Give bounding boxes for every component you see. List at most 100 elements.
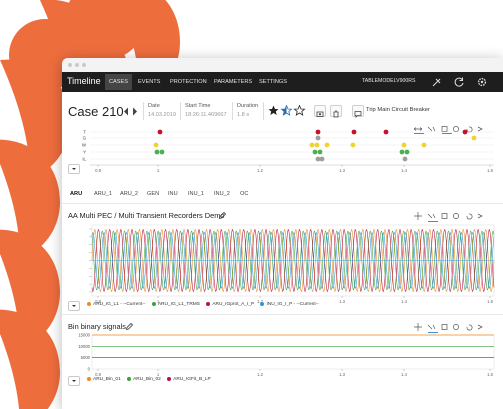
window-titlebar: [62, 58, 503, 72]
event-marker[interactable]: [402, 156, 408, 162]
chart2-plot[interactable]: 15000 10000 5000 0 0.8 1 1.2 1.3 1.4 1.6: [62, 321, 503, 383]
pan-icon: [413, 127, 423, 131]
chart1-x-tick: 1.4: [401, 299, 407, 304]
chart2-x-tick: 0.8: [95, 372, 101, 377]
overview-row-label: W: [82, 143, 87, 148]
subtab-aru-1[interactable]: ARU_1: [94, 191, 113, 197]
event-marker[interactable]: [315, 156, 321, 162]
overview-x-tick: 1.3: [339, 168, 345, 173]
event-marker[interactable]: [315, 135, 321, 141]
event-marker[interactable]: [421, 142, 427, 148]
event-marker[interactable]: [383, 129, 389, 135]
chart1-plot[interactable]: 0.8 1 1.2 1.3 1.4 1.6: [62, 210, 503, 310]
zoom-box-icon: [441, 213, 448, 219]
overview-dropdown[interactable]: [68, 164, 80, 174]
chart2-dropdown[interactable]: [68, 376, 80, 386]
overview-toolbar[interactable]: [413, 126, 483, 134]
event-marker[interactable]: [351, 129, 357, 135]
delete-button[interactable]: [330, 105, 342, 118]
legend-item[interactable]: ARU_IG_L1_TRMS: [147, 302, 200, 307]
event-marker[interactable]: [159, 149, 165, 155]
date-value: 14.03.2019: [148, 112, 176, 118]
event-marker[interactable]: [312, 149, 318, 155]
tab-events[interactable]: EVENTS: [138, 79, 161, 85]
zoom-in-icon: [453, 126, 459, 132]
event-marker[interactable]: [157, 129, 163, 135]
overview-row-label: T: [83, 130, 86, 135]
window-dot[interactable]: [68, 63, 72, 67]
legend-item[interactable]: ARU_IGprot_A_I_P: [201, 302, 254, 307]
event-marker[interactable]: [350, 142, 356, 148]
settings-icon[interactable]: [476, 76, 488, 88]
event-marker[interactable]: [154, 149, 160, 155]
event-marker[interactable]: [471, 135, 477, 141]
edit-icon[interactable]: [125, 322, 134, 331]
duration-label: Duration: [237, 103, 259, 109]
refresh-icon[interactable]: [453, 76, 465, 88]
series-line: [91, 229, 495, 293]
legend-item[interactable]: ARU_Bin_01: [82, 377, 121, 382]
next-case-icon: [133, 107, 137, 116]
chart1-dropdown[interactable]: [68, 301, 80, 311]
event-marker[interactable]: [324, 142, 330, 148]
chart2-toolbar[interactable]: [414, 323, 483, 333]
subtab-inu[interactable]: INU: [168, 191, 178, 197]
event-marker[interactable]: [317, 149, 323, 155]
subtab-aru-2[interactable]: ARU_2: [120, 191, 139, 197]
zoom-in-icon: [453, 213, 459, 219]
rating-stars[interactable]: [268, 105, 306, 116]
event-marker[interactable]: [315, 129, 321, 135]
event-marker[interactable]: [319, 156, 325, 162]
overview-events[interactable]: [153, 129, 477, 162]
tab-protection[interactable]: PROTECTION: [170, 79, 207, 85]
tab-cases[interactable]: CASES: [105, 74, 132, 90]
pan-icon: [414, 212, 422, 220]
plug-icon[interactable]: [431, 76, 443, 88]
chart2-y-tick: 5000: [81, 355, 91, 360]
tab-parameters[interactable]: PARAMETERS: [214, 79, 253, 85]
subtab-gen[interactable]: GEN: [147, 191, 160, 197]
subtab-inu-1[interactable]: INU_1: [188, 191, 204, 197]
legend-item[interactable]: ARU_Bin_02: [122, 377, 161, 382]
more-icon: [477, 213, 483, 219]
start-time-label: Start Time: [185, 103, 211, 109]
case-nav-arrows[interactable]: [123, 107, 139, 116]
chart1-toolbar[interactable]: [414, 212, 483, 222]
camera-icon: [316, 111, 324, 117]
trip-description: Trip Main Circuit Breaker: [366, 107, 430, 113]
event-marker[interactable]: [314, 142, 320, 148]
legend-item[interactable]: ARU_IG_L1 - --Current--: [82, 302, 146, 307]
chart2-x-tick: 1.3: [339, 372, 345, 377]
subtab-aru[interactable]: ARU: [70, 191, 83, 197]
event-marker[interactable]: [153, 142, 159, 148]
zoom-box-icon: [441, 324, 448, 330]
duration-value: 1.8 s: [237, 112, 250, 118]
export-button[interactable]: [314, 105, 326, 117]
subtab-oc[interactable]: OC: [240, 191, 249, 197]
subtab-inu-2[interactable]: INU_2: [214, 191, 230, 197]
event-marker[interactable]: [404, 149, 410, 155]
zoom-in-icon: [453, 324, 459, 330]
event-marker[interactable]: [399, 149, 405, 155]
case-title: Case 210: [68, 104, 124, 119]
tab-settings[interactable]: SETTINGS: [259, 79, 287, 85]
chart1-x-tick: 1.2: [257, 299, 263, 304]
event-marker[interactable]: [401, 142, 407, 148]
event-marker[interactable]: [462, 129, 468, 135]
chart2-title: Bin binary signals: [68, 322, 126, 331]
zoom-x-icon: [427, 324, 436, 330]
comment-button[interactable]: [352, 105, 364, 118]
overview-x-tick: 1.2: [257, 168, 263, 173]
chart1-legend: ARU_IG_L1 - --Current-- ARU_IG_L1_TRMS A…: [82, 302, 319, 307]
legend-item[interactable]: ARU_IGFit_B_LP: [162, 377, 211, 382]
chart1-x-tick: 0.8: [95, 299, 101, 304]
legend-item[interactable]: INU_IG_I_P - --Current--: [255, 302, 319, 307]
edit-icon[interactable]: [218, 211, 227, 220]
event-marker[interactable]: [309, 142, 315, 148]
window-dot[interactable]: [82, 63, 86, 67]
window-dot[interactable]: [75, 63, 79, 67]
chart1-x-tick: 1: [157, 299, 160, 304]
chart1-x-tick: 1.6: [487, 299, 493, 304]
chart2-x-tick: 1.4: [401, 372, 407, 377]
